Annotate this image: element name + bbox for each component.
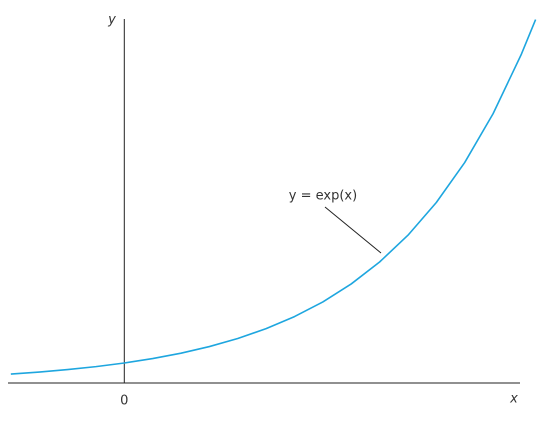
curve [10,19,537,375]
x-tick-label: 0 [120,394,128,409]
x-axis-label: x [509,392,518,407]
annotation: y = exp(x) [289,189,357,204]
y-axis-label: y [107,13,116,28]
annotation-leader [324,206,382,254]
